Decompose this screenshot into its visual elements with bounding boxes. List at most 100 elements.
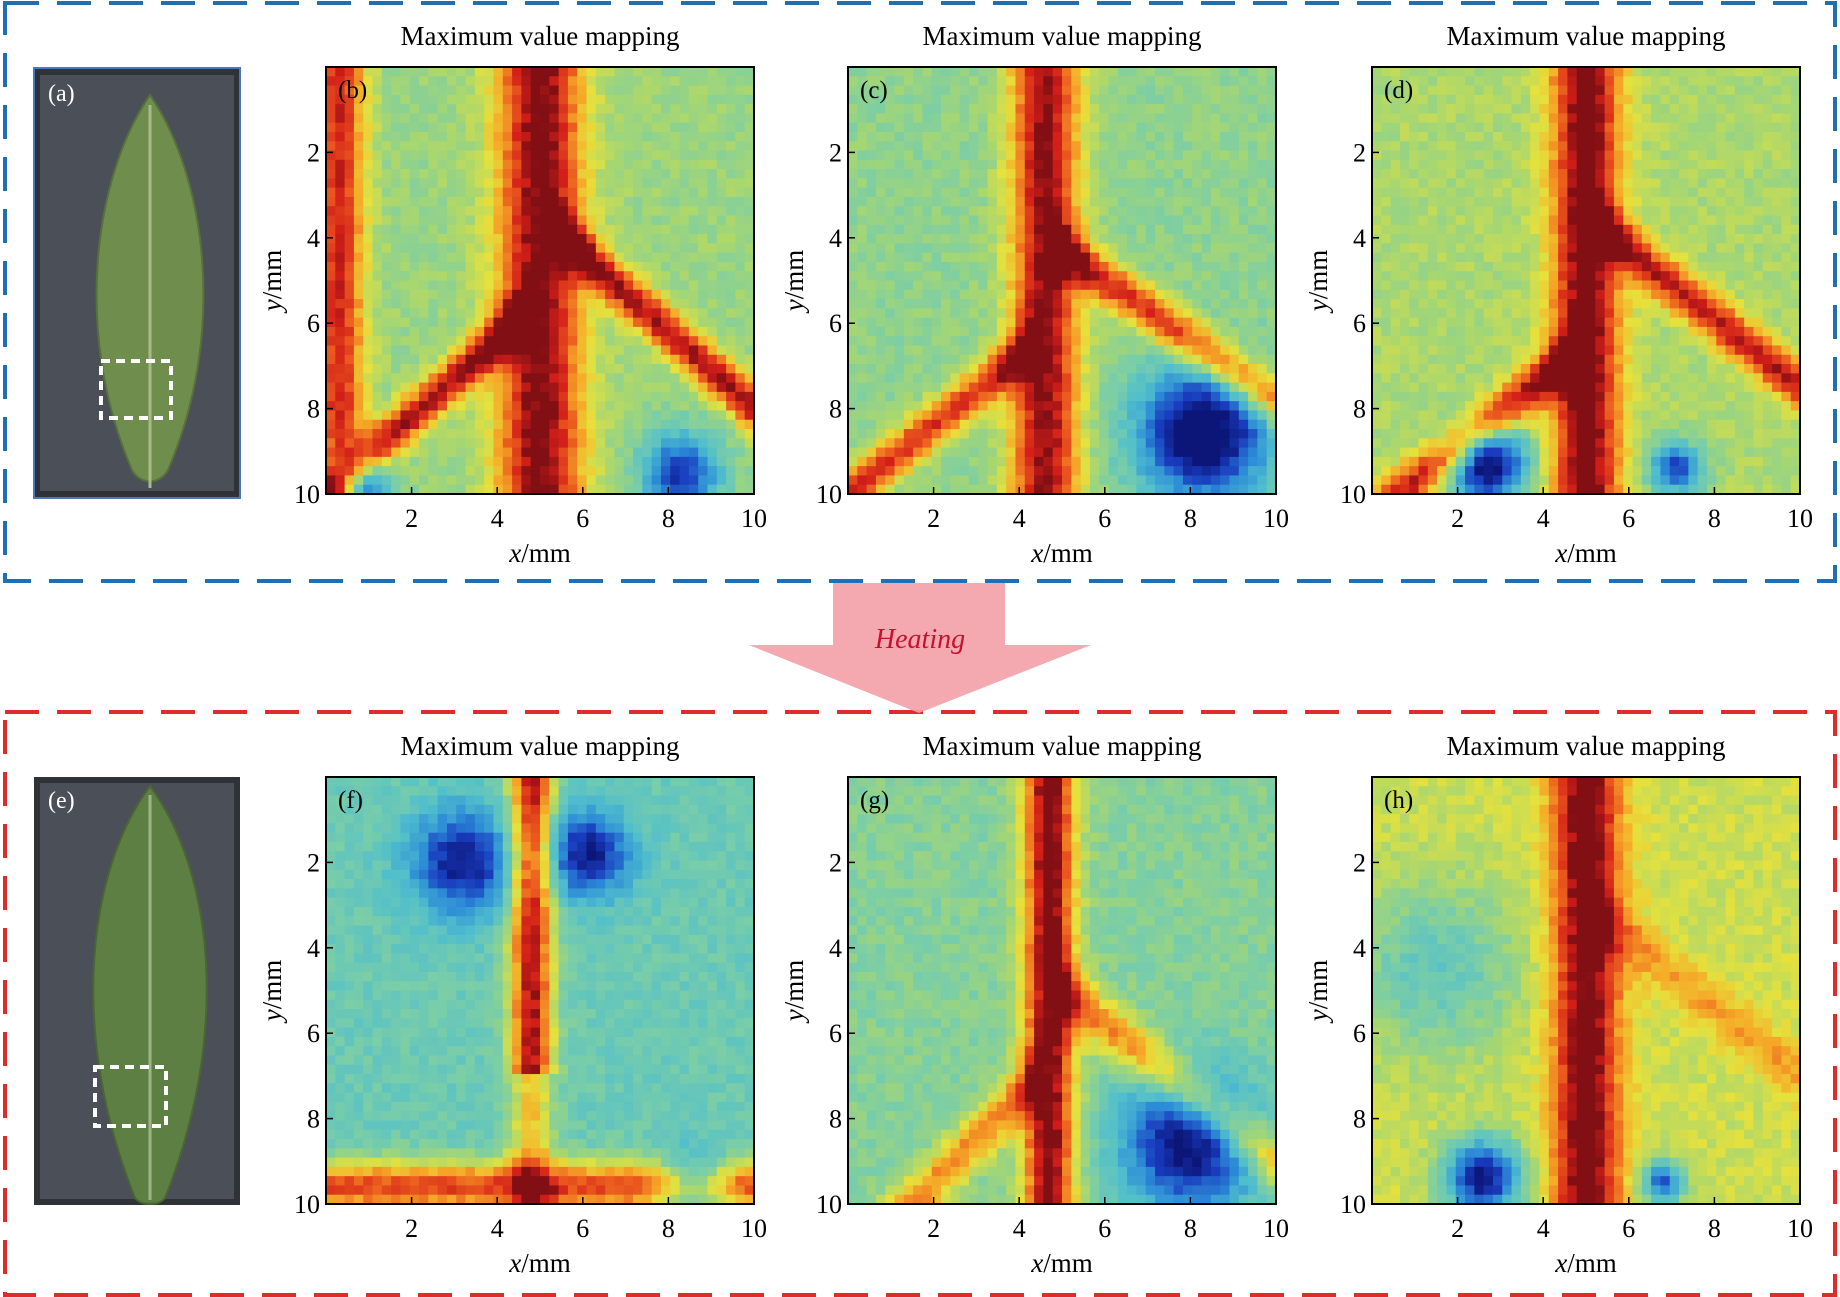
heatmap-cell — [950, 447, 961, 458]
heatmap-cell — [1697, 169, 1708, 179]
heatmap-cell — [670, 261, 681, 272]
heating-arrow: Heating — [749, 583, 1091, 713]
heatmap-cell — [1465, 131, 1475, 142]
heatmap-cell — [1781, 196, 1792, 207]
heatmap-cell — [1220, 234, 1231, 244]
heatmap-cell — [623, 308, 634, 319]
heatmap-cell — [344, 438, 355, 449]
heatmap-cell — [326, 178, 336, 189]
heatmap-cell — [726, 122, 736, 133]
heatmap-cell — [660, 196, 671, 207]
heatmap-cell — [1688, 187, 1699, 198]
heatmap-cell — [400, 206, 411, 217]
heatmap-cell — [493, 317, 504, 328]
heatmap-cell — [595, 178, 606, 189]
heatmap-cell — [1164, 261, 1175, 272]
heatmap-cell — [922, 382, 933, 393]
heatmap-cell — [866, 484, 877, 495]
heatmap-cell — [1015, 271, 1026, 282]
heatmap-cell — [670, 438, 681, 449]
heatmap-cell — [1725, 67, 1736, 77]
heatmap-cell — [1669, 169, 1680, 179]
heatmap-cell — [465, 178, 476, 189]
heatmap-cell — [502, 252, 513, 263]
heatmap-cell — [1539, 76, 1550, 87]
heatmap-cell — [409, 131, 420, 142]
heatmap-cell — [968, 475, 979, 486]
heatmap-cell — [1660, 94, 1671, 105]
heatmap-cell — [1173, 141, 1184, 152]
heatmap-cell — [1015, 224, 1026, 235]
heatmap-cell — [670, 122, 681, 133]
heatmap-cell — [521, 178, 532, 189]
heatmap-cell — [1248, 429, 1258, 439]
heatmap-cell — [651, 224, 662, 235]
heatmap-cell — [1136, 85, 1147, 96]
heatmap-cell — [419, 94, 429, 105]
heatmap-cell — [1679, 187, 1689, 198]
heatmap-cell — [1257, 169, 1268, 179]
heatmap-cell — [1613, 159, 1624, 170]
heatmap-cell — [1089, 326, 1100, 337]
heatmap-cell — [959, 373, 970, 384]
heatmap-cell — [1548, 169, 1559, 179]
heatmap-cell — [1108, 373, 1119, 384]
heatmap-cell — [1015, 169, 1026, 179]
heatmap-cell — [1772, 178, 1782, 189]
heatmap-cell — [1474, 76, 1485, 87]
heatmap-cell — [866, 354, 877, 365]
heatmap-cell — [633, 289, 643, 300]
heatmap-cell — [1173, 382, 1184, 393]
heatmap-cell — [1015, 345, 1026, 356]
heatmap-cell — [605, 354, 616, 365]
heatmap-cell — [941, 131, 951, 142]
heatmap-cell — [1127, 169, 1138, 179]
heatmap-cell — [344, 131, 355, 142]
heatmap-cell — [1043, 85, 1054, 96]
heatmap-cell — [530, 113, 541, 124]
heatmap-cell — [1372, 131, 1382, 142]
heatmap-cell — [1136, 401, 1147, 412]
heatmap-cell — [614, 122, 625, 133]
heatmap-cell — [521, 326, 532, 337]
heatmap-cell — [857, 234, 868, 244]
heatmap-cell — [642, 373, 653, 384]
heatmap-cell — [707, 475, 718, 486]
heatmap-cell — [1716, 85, 1727, 96]
heatmap-cell — [1418, 122, 1429, 133]
heatmap-cell — [1706, 141, 1717, 152]
heatmap-cell — [372, 373, 383, 384]
heatmap-cell — [465, 224, 476, 235]
heatmap-cell — [549, 243, 560, 254]
heatmap-cell — [922, 261, 933, 272]
heatmap-cell — [1164, 401, 1175, 412]
heatmap-cell — [1136, 364, 1147, 374]
heatmap-cell — [1266, 354, 1277, 365]
heatmap-cell — [428, 234, 439, 244]
heatmap-cell — [875, 280, 886, 291]
heatmap-cell — [1399, 206, 1410, 217]
heatmap-cell — [894, 391, 905, 402]
heatmap-cell — [1418, 206, 1429, 217]
heatmap-cell — [698, 289, 709, 300]
heatmap-cell — [913, 345, 924, 356]
heatmap-cell — [1753, 131, 1764, 142]
heatmap-cell — [660, 326, 671, 337]
heatmap-cell — [679, 131, 690, 142]
heatmap-cell — [894, 252, 905, 263]
heatmap-cell — [1006, 159, 1017, 170]
heatmap-cell — [586, 252, 597, 263]
heatmap-cell — [400, 178, 411, 189]
heatmap-cell — [1613, 85, 1624, 96]
heatmap-cell — [1210, 131, 1221, 142]
heatmap-cell — [633, 141, 643, 152]
heatmap-cell — [409, 122, 420, 133]
heatmap-cell — [335, 131, 346, 142]
heatmap-cell — [623, 447, 634, 458]
heatmap-cell — [567, 206, 578, 217]
heatmap-cell — [493, 85, 504, 96]
heatmap-cell — [959, 354, 970, 365]
heatmap-cell — [502, 243, 513, 254]
heatmap-cell — [651, 243, 662, 254]
